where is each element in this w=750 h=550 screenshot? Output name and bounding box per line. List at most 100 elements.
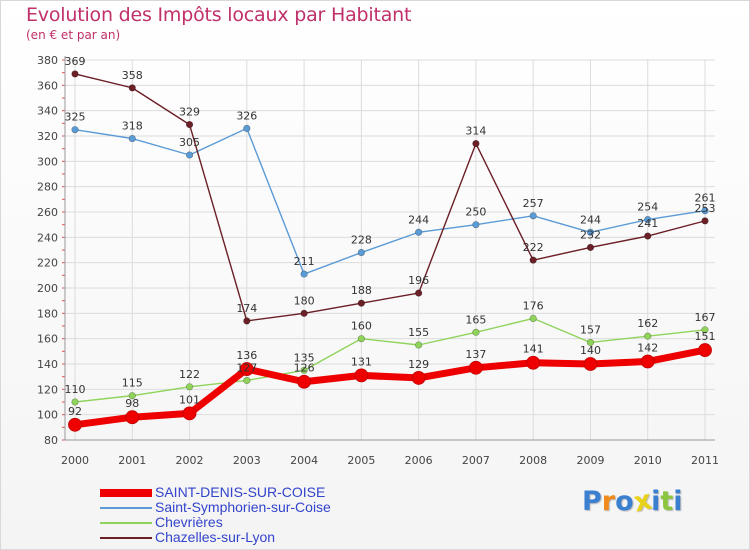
data-point-chevri-res — [586, 338, 595, 347]
data-label-saint-symphorien-sur-coise: 211 — [294, 255, 315, 268]
y-tick-label: 220 — [37, 257, 58, 270]
y-tick-label: 120 — [37, 383, 58, 396]
data-point-chazelles-sur-lyon — [415, 289, 423, 297]
data-point-chevri-res — [415, 341, 423, 349]
data-point-saint-symphorien-sur-coise — [300, 270, 308, 278]
data-label-chazelles-sur-lyon: 369 — [65, 55, 86, 68]
data-labels: 325 318 305 326 211 228 244 250 257 244 254 261 110 1… — [65, 55, 716, 418]
data-point-saint-denis-sur-coise — [583, 357, 598, 371]
data-point-chevri-res — [243, 376, 251, 385]
data-label-chevri-res: 127 — [236, 361, 257, 374]
data-point-chazelles-sur-lyon — [644, 232, 652, 240]
logo-letter: o — [615, 486, 634, 517]
logo-letter: r — [601, 486, 616, 517]
data-label-chevri-res: 155 — [408, 326, 429, 339]
legend-swatch — [100, 489, 152, 497]
x-tick-label: 2001 — [118, 454, 146, 467]
data-point-chazelles-sur-lyon — [128, 84, 136, 92]
data-label-saint-symphorien-sur-coise: 325 — [65, 111, 86, 124]
data-label-saint-symphorien-sur-coise: 261 — [695, 192, 716, 205]
legend-swatch — [100, 507, 152, 509]
data-label-saint-denis-sur-coise: 137 — [465, 348, 486, 361]
data-point-chevri-res — [357, 335, 365, 343]
data-point-chazelles-sur-lyon — [701, 217, 709, 225]
data-point-saint-denis-sur-coise — [640, 354, 655, 369]
data-point-chevri-res — [644, 332, 652, 340]
proxiti-logo: Proxiti — [582, 485, 683, 519]
data-label-saint-denis-sur-coise: 129 — [408, 358, 429, 371]
data-point-saint-symphorien-sur-coise — [71, 126, 79, 134]
data-label-saint-symphorien-sur-coise: 244 — [408, 213, 429, 226]
legend-label: Chazelles-sur-Lyon — [155, 529, 276, 545]
data-point-saint-symphorien-sur-coise — [243, 124, 251, 132]
data-point-saint-denis-sur-coise — [469, 360, 483, 375]
y-tick-label: 140 — [37, 358, 58, 371]
data-label-saint-denis-sur-coise: 142 — [637, 341, 658, 354]
legend-label: SAINT-DENIS-SUR-COISE — [155, 484, 326, 500]
data-label-chazelles-sur-lyon: 222 — [523, 241, 544, 254]
x-tick-label: 2005 — [347, 454, 375, 467]
data-label-saint-symphorien-sur-coise: 244 — [580, 213, 601, 226]
data-point-saint-symphorien-sur-coise — [415, 228, 423, 236]
data-label-chazelles-sur-lyon: 241 — [637, 217, 658, 230]
data-point-chevri-res — [71, 398, 79, 406]
data-label-saint-symphorien-sur-coise: 228 — [351, 234, 372, 247]
data-label-chevri-res: 110 — [65, 383, 86, 396]
data-point-chazelles-sur-lyon — [586, 243, 595, 252]
data-label-chevri-res: 115 — [122, 377, 143, 390]
data-label-chazelles-sur-lyon: 314 — [465, 125, 486, 138]
data-label-chazelles-sur-lyon: 174 — [236, 302, 257, 315]
data-label-saint-denis-sur-coise: 92 — [68, 405, 82, 418]
x-tick-label: 2004 — [290, 454, 318, 467]
data-point-saint-symphorien-sur-coise — [472, 221, 480, 229]
logo-letter: P — [582, 486, 602, 517]
data-label-chevri-res: 162 — [637, 317, 658, 330]
data-label-saint-symphorien-sur-coise: 254 — [637, 201, 658, 214]
logo-letter: t — [660, 486, 674, 517]
data-label-chevri-res: 165 — [465, 313, 486, 326]
data-point-saint-symphorien-sur-coise — [357, 248, 365, 257]
data-label-chazelles-sur-lyon: 329 — [179, 106, 200, 119]
data-point-chevri-res — [300, 366, 308, 374]
y-tick-label: 300 — [37, 155, 58, 168]
data-point-chevri-res — [472, 328, 480, 336]
data-label-chazelles-sur-lyon: 358 — [122, 69, 143, 82]
data-point-chazelles-sur-lyon — [300, 309, 308, 317]
data-label-saint-denis-sur-coise: 141 — [523, 343, 544, 356]
y-tick-label: 180 — [37, 307, 58, 320]
data-label-saint-denis-sur-coise: 126 — [294, 362, 315, 375]
y-tick-label: 100 — [37, 409, 58, 422]
y-tick-label: 260 — [37, 206, 58, 219]
y-tick-label: 360 — [37, 79, 58, 92]
axes: 80 100 120 140 160 180 200 220 240 260 280 300 320 34… — [37, 54, 719, 467]
y-tick-label: 380 — [37, 54, 58, 67]
data-label-chevri-res: 176 — [523, 299, 544, 312]
data-point-saint-denis-sur-coise — [68, 417, 82, 432]
x-tick-label: 2009 — [576, 454, 604, 467]
data-point-saint-symphorien-sur-coise — [529, 212, 537, 220]
x-tick-label: 2010 — [634, 454, 662, 467]
x-tick-label: 2011 — [691, 454, 719, 467]
y-tick-label: 200 — [37, 282, 58, 295]
data-point-saint-denis-sur-coise — [125, 410, 140, 425]
x-tick-label: 2006 — [405, 454, 433, 467]
data-label-saint-symphorien-sur-coise: 326 — [236, 109, 257, 122]
data-point-chazelles-sur-lyon — [529, 256, 537, 264]
data-point-chazelles-sur-lyon — [243, 317, 251, 325]
data-point-chevri-res — [185, 383, 194, 391]
data-point-saint-denis-sur-coise — [526, 355, 541, 370]
series-line-saint-symphorien-sur-coise — [74, 127, 706, 275]
data-point-saint-symphorien-sur-coise — [185, 151, 194, 159]
data-point-saint-denis-sur-coise — [239, 362, 254, 376]
x-tick-label: 2003 — [233, 454, 261, 467]
data-point-saint-denis-sur-coise — [182, 406, 197, 421]
data-point-chevri-res — [128, 392, 136, 400]
data-label-saint-denis-sur-coise: 101 — [179, 393, 200, 406]
data-point-saint-symphorien-sur-coise — [644, 216, 652, 224]
data-point-chazelles-sur-lyon — [71, 70, 79, 78]
legend-label: Chevrières — [155, 514, 223, 530]
data-label-saint-denis-sur-coise: 136 — [236, 349, 257, 362]
y-tick-label: 280 — [37, 181, 58, 194]
x-tick-label: 2002 — [176, 454, 204, 467]
